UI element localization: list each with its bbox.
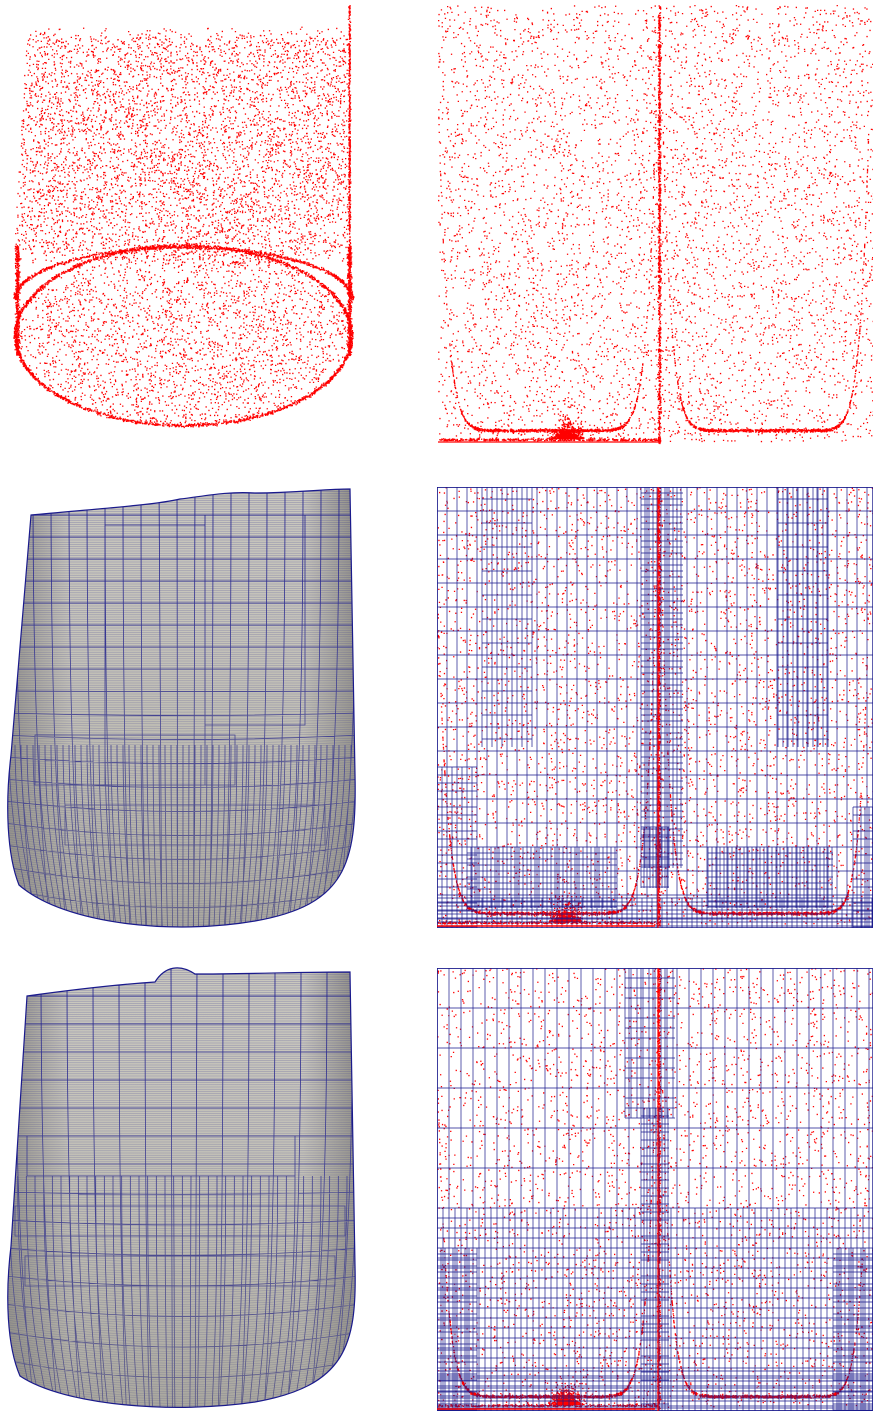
parameter-point-cloud [438, 5, 873, 445]
coarse-mesh-surface-svg [7, 967, 356, 1408]
point-cloud-3d-panel [5, 5, 360, 450]
quad-mesh-grid [437, 968, 873, 1411]
fine-mesh-surface-svg [7, 488, 356, 928]
mesh-bottom-shading [7, 489, 356, 927]
coarse-mesh-parameter-panel [437, 968, 873, 1411]
mesh-point-samples [437, 968, 873, 1410]
fine-mesh-parameter-svg [437, 487, 873, 928]
coarse-mesh-surface-panel [5, 966, 360, 1414]
point-cloud-parameter-panel [438, 5, 873, 445]
point-cloud-parameter-svg [438, 5, 873, 445]
coarse-mesh-parameter-svg [437, 968, 873, 1411]
surface-point-cloud [13, 5, 355, 429]
mesh-surface-outline [7, 488, 356, 928]
mesh-point-samples [437, 487, 873, 927]
fine-mesh-parameter-panel [437, 487, 873, 928]
point-cloud-3d-svg [13, 5, 355, 429]
fine-mesh-surface-panel [5, 485, 360, 935]
mesh-bottom-shading [7, 967, 356, 1408]
mesh-surface-outline [7, 967, 356, 1408]
quad-mesh-grid [437, 487, 873, 928]
